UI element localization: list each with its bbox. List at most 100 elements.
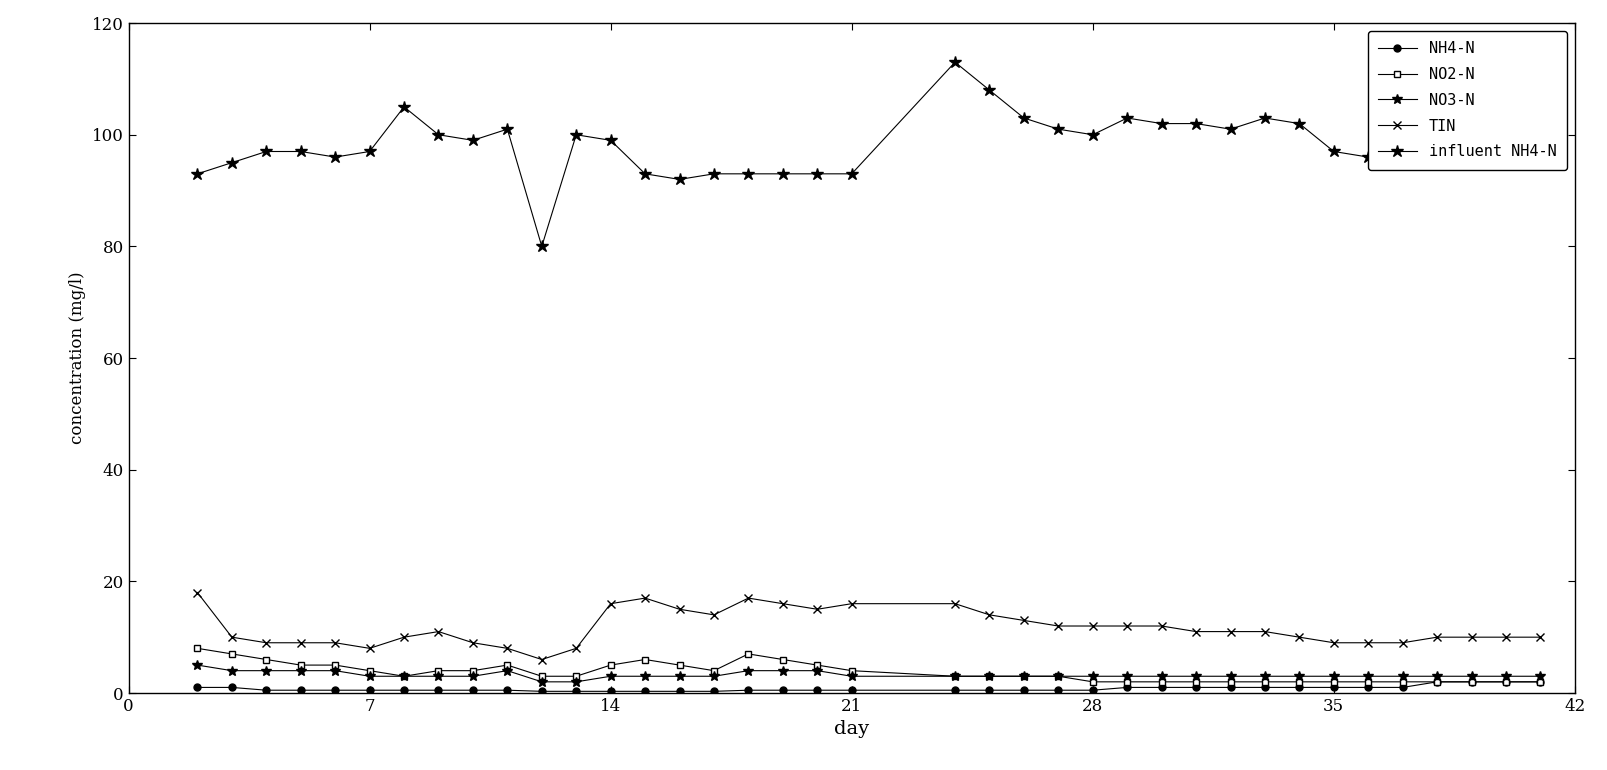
NO3-N [1152, 671, 1172, 681]
NO2-N [773, 654, 792, 664]
NO2-N [532, 671, 551, 681]
TIN [1152, 621, 1172, 631]
NO3-N [1427, 671, 1446, 681]
NO2-N [222, 649, 241, 658]
influent NH4-N [360, 147, 379, 156]
NO3-N [291, 666, 310, 675]
NH4-N [601, 687, 620, 696]
NO2-N [1117, 678, 1136, 687]
NH4-N [1186, 683, 1205, 692]
NO2-N [326, 661, 346, 670]
Line: NO2-N: NO2-N [194, 644, 1544, 685]
TIN [704, 610, 723, 619]
NO2-N [1531, 678, 1551, 687]
NO3-N [670, 671, 689, 681]
NO2-N [463, 666, 482, 675]
TIN [842, 599, 861, 608]
NH4-N [567, 687, 587, 696]
TIN [1358, 638, 1377, 648]
TIN [1049, 621, 1069, 631]
influent NH4-N [704, 169, 723, 179]
influent NH4-N [1255, 113, 1274, 122]
NO2-N [1290, 678, 1310, 687]
TIN [567, 644, 587, 653]
NO2-N [601, 661, 620, 670]
NH4-N [498, 685, 517, 695]
NO3-N [1221, 671, 1241, 681]
NH4-N [670, 687, 689, 696]
influent NH4-N [463, 136, 482, 145]
NO3-N [498, 666, 517, 675]
NH4-N [808, 685, 828, 695]
influent NH4-N [1014, 113, 1033, 122]
NO2-N [498, 661, 517, 670]
NO2-N [1255, 678, 1274, 687]
NH4-N [1117, 683, 1136, 692]
NH4-N [1531, 678, 1551, 687]
NH4-N [1324, 683, 1343, 692]
NO2-N [1358, 678, 1377, 687]
NO2-N [394, 671, 413, 681]
influent NH4-N [670, 175, 689, 184]
influent NH4-N [1290, 119, 1310, 129]
NH4-N [945, 685, 964, 695]
NH4-N [326, 685, 346, 695]
TIN [1014, 616, 1033, 625]
NO2-N [1186, 678, 1205, 687]
TIN [945, 599, 964, 608]
influent NH4-N [1324, 147, 1343, 156]
TIN [326, 638, 346, 648]
NO2-N [1427, 678, 1446, 687]
NH4-N [360, 685, 379, 695]
NO3-N [1462, 671, 1482, 681]
TIN [532, 654, 551, 664]
influent NH4-N [1531, 147, 1551, 156]
influent NH4-N [1427, 147, 1446, 156]
TIN [670, 604, 689, 614]
influent NH4-N [1393, 158, 1413, 167]
NO3-N [1496, 671, 1515, 681]
TIN [980, 610, 1000, 619]
Line: influent NH4-N: influent NH4-N [191, 56, 1546, 253]
NO3-N [773, 666, 792, 675]
TIN [1462, 633, 1482, 642]
NH4-N [1290, 683, 1310, 692]
influent NH4-N [1221, 125, 1241, 134]
NO2-N [635, 654, 654, 664]
Y-axis label: concentration (mg/l): concentration (mg/l) [69, 272, 87, 444]
TIN [1117, 621, 1136, 631]
influent NH4-N [1083, 130, 1102, 139]
NO3-N [326, 666, 346, 675]
NO2-N [739, 649, 759, 658]
NO3-N [1083, 671, 1102, 681]
TIN [360, 644, 379, 653]
NH4-N [1049, 685, 1069, 695]
influent NH4-N [1358, 152, 1377, 162]
TIN [1393, 638, 1413, 648]
NO2-N [1049, 671, 1069, 681]
influent NH4-N [739, 169, 759, 179]
TIN [394, 633, 413, 642]
influent NH4-N [601, 136, 620, 145]
TIN [498, 644, 517, 653]
NO3-N [1290, 671, 1310, 681]
NH4-N [842, 685, 861, 695]
influent NH4-N [1152, 119, 1172, 129]
influent NH4-N [808, 169, 828, 179]
NH4-N [773, 685, 792, 695]
TIN [291, 638, 310, 648]
NH4-N [704, 687, 723, 696]
NO3-N [1186, 671, 1205, 681]
influent NH4-N [291, 147, 310, 156]
NO3-N [1358, 671, 1377, 681]
TIN [1531, 633, 1551, 642]
influent NH4-N [1186, 119, 1205, 129]
TIN [773, 599, 792, 608]
influent NH4-N [222, 158, 241, 167]
influent NH4-N [1117, 113, 1136, 122]
influent NH4-N [980, 85, 1000, 95]
TIN [463, 638, 482, 648]
NO3-N [1531, 671, 1551, 681]
NH4-N [532, 687, 551, 696]
NH4-N [257, 685, 276, 695]
